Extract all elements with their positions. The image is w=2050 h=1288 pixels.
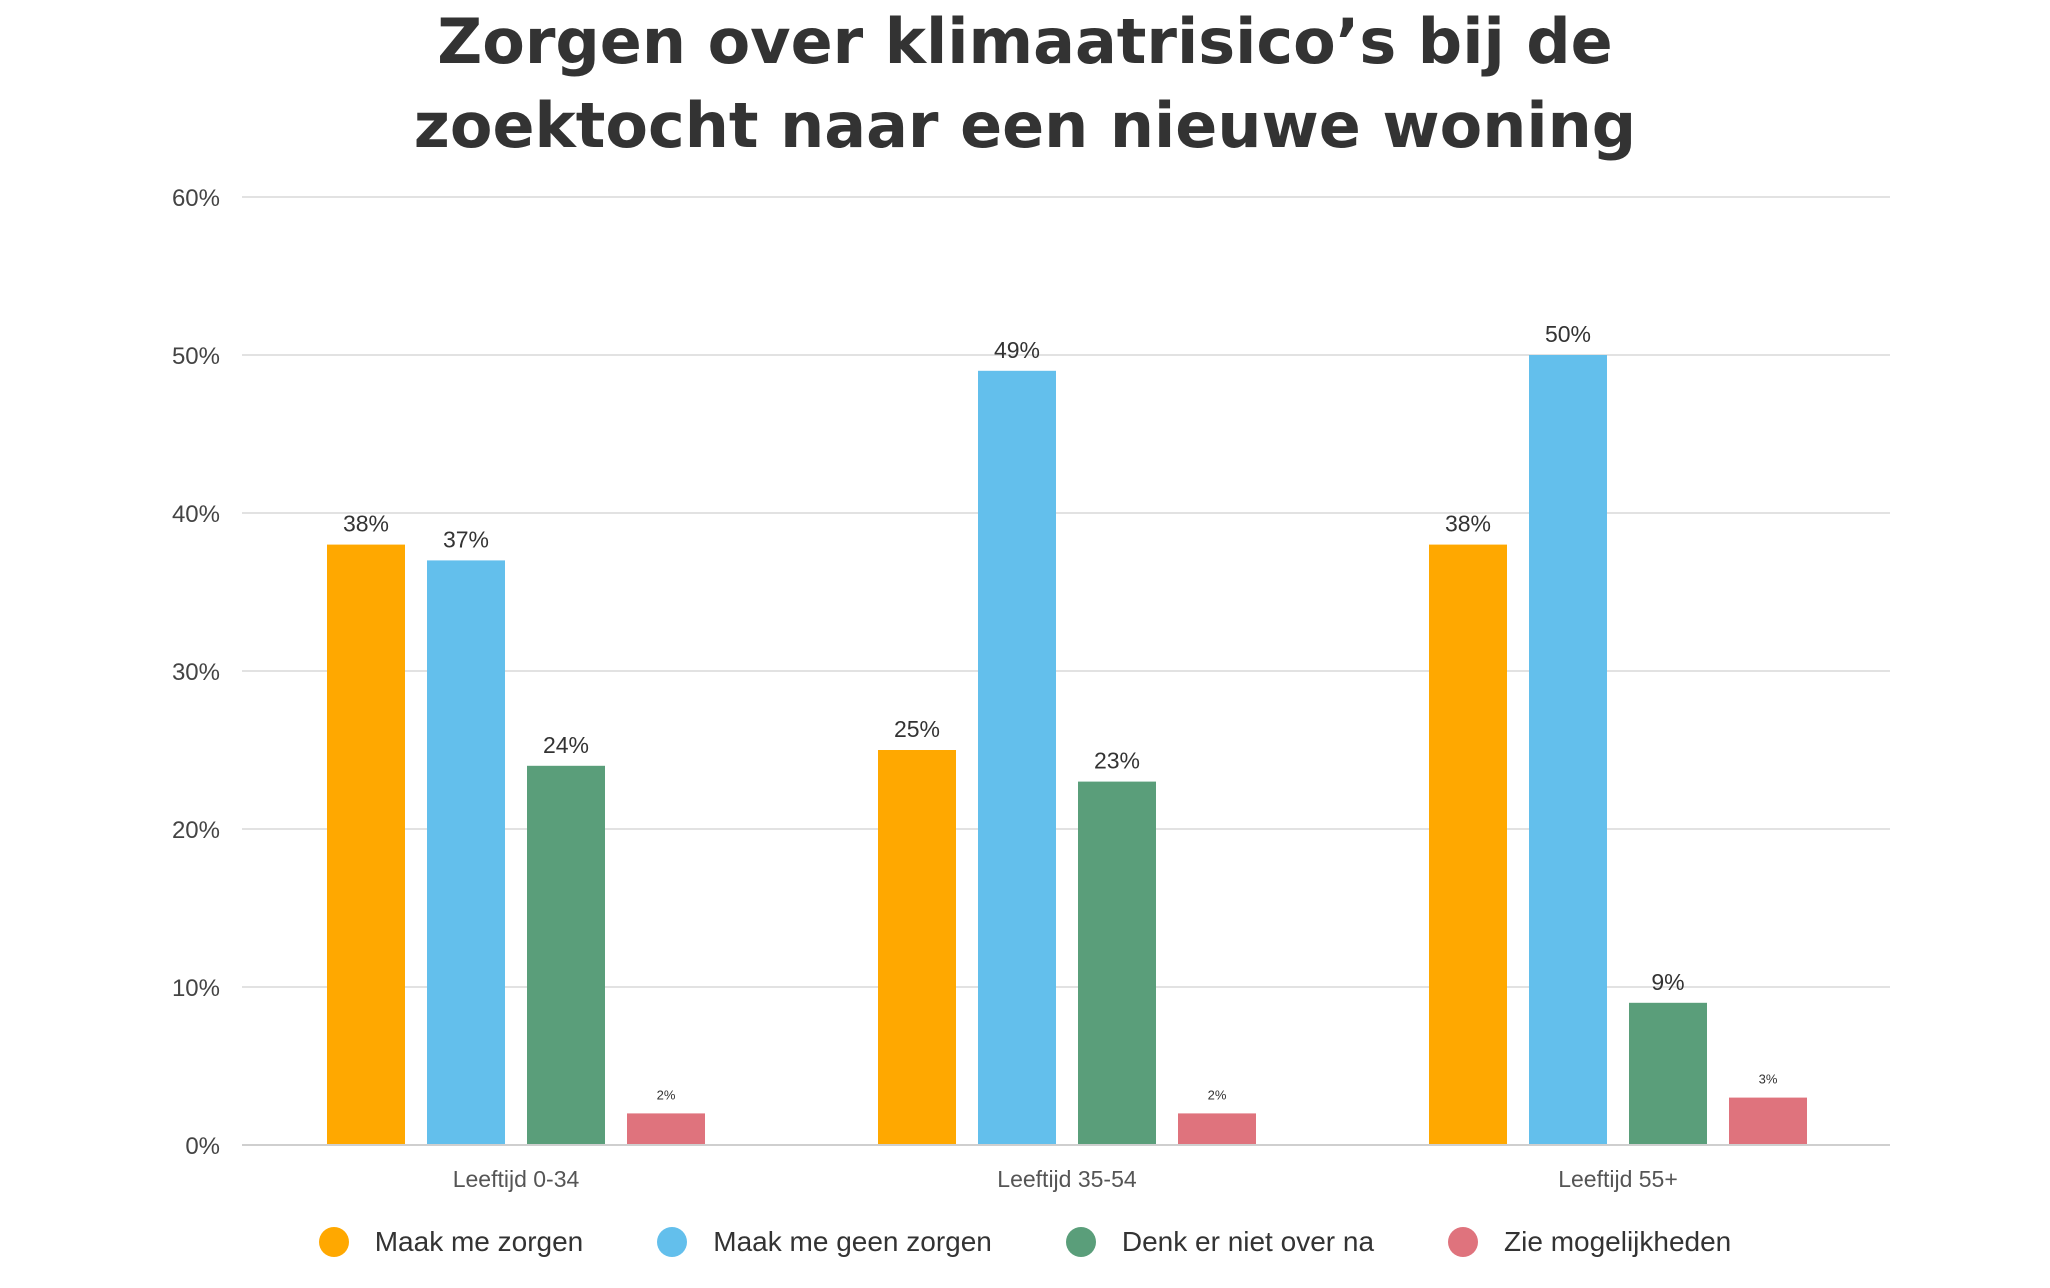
data-label: 23% xyxy=(1094,748,1140,774)
legend-label: Denk er niet over na xyxy=(1121,1226,1375,1257)
y-tick-label: 0% xyxy=(185,1133,220,1160)
legend-label: Maak me zorgen xyxy=(374,1226,584,1257)
data-label: 2% xyxy=(1208,1087,1227,1102)
bar xyxy=(627,1113,705,1145)
chart-title-line-2: zoektocht naar een nieuwe woning xyxy=(413,89,1637,162)
x-tick-label: Leeftijd 35-54 xyxy=(997,1166,1137,1192)
bar-chart: 0% 10% 20% 30% 40% 50% 60% 38% 37% 24% 2% Leeftijd … xyxy=(172,185,1890,1192)
x-tick-label: Leeftijd 0-34 xyxy=(453,1166,580,1192)
bar xyxy=(878,750,956,1145)
data-label: 3% xyxy=(1759,1072,1778,1087)
y-tick-label: 20% xyxy=(172,817,220,844)
chart-title: Zorgen over klimaatrisico’s bij de zoekt… xyxy=(0,0,2050,168)
bar xyxy=(1529,355,1607,1145)
bar xyxy=(1729,1097,1807,1145)
legend-item-zie-mogelijkheden[interactable]: Zie mogelijkheden xyxy=(1448,1226,1731,1258)
data-label: 2% xyxy=(657,1087,676,1102)
x-tick-label: Leeftijd 55+ xyxy=(1558,1166,1678,1192)
data-label: 49% xyxy=(994,337,1040,363)
legend-swatch xyxy=(657,1227,688,1257)
data-label: 9% xyxy=(1651,969,1684,995)
legend-item-denk-er-niet-over-na[interactable]: Denk er niet over na xyxy=(1065,1226,1375,1258)
y-tick-label: 10% xyxy=(172,975,220,1002)
legend-swatch xyxy=(318,1227,349,1257)
legend-swatch xyxy=(1448,1227,1479,1257)
y-tick-label: 50% xyxy=(172,343,220,370)
bar xyxy=(327,544,405,1145)
legend: Maak me zorgen Maak me geen zorgen Denk … xyxy=(0,1226,2050,1258)
data-label: 38% xyxy=(343,511,389,537)
legend-swatch xyxy=(1065,1227,1096,1257)
legend-item-maak-me-geen-zorgen[interactable]: Maak me geen zorgen xyxy=(657,1226,992,1258)
bar xyxy=(427,560,505,1145)
bar xyxy=(527,765,605,1145)
data-label: 37% xyxy=(443,526,489,552)
legend-label: Zie mogelijkheden xyxy=(1504,1226,1732,1257)
data-label: 38% xyxy=(1445,511,1491,537)
legend-item-maak-me-zorgen[interactable]: Maak me zorgen xyxy=(318,1226,584,1258)
y-tick-label: 30% xyxy=(172,659,220,686)
y-tick-label: 40% xyxy=(172,501,220,528)
bar xyxy=(1429,544,1507,1145)
legend-label: Maak me geen zorgen xyxy=(713,1226,992,1257)
bar xyxy=(1078,781,1156,1145)
data-label: 25% xyxy=(894,716,940,742)
bar xyxy=(978,370,1056,1145)
y-tick-label: 60% xyxy=(172,185,220,212)
bar xyxy=(1629,1002,1707,1145)
data-label: 24% xyxy=(543,732,589,758)
bar xyxy=(1178,1113,1256,1145)
chart-title-line-1: Zorgen over klimaatrisico’s bij de xyxy=(437,5,1613,78)
data-label: 50% xyxy=(1545,321,1591,347)
